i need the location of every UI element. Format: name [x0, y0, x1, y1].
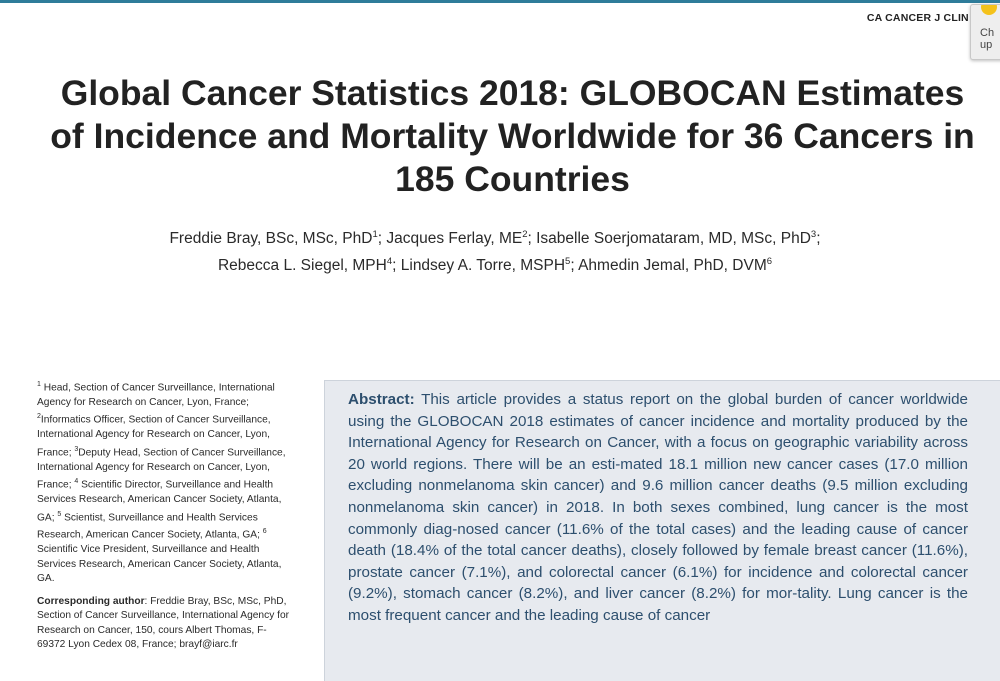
author-affiliation-number: 5: [565, 256, 571, 268]
author-name: Lindsey A. Torre, MSPH: [400, 257, 566, 275]
affiliation-number: 4: [74, 478, 79, 486]
author-name: Jacques Ferlay, ME: [386, 230, 523, 248]
author-affiliation-number: 4: [386, 256, 393, 268]
abstract: Abstract: This article provides a status…: [348, 389, 968, 627]
abstract-panel: [324, 380, 1000, 681]
author-name: Rebecca L. Siegel, MPH: [217, 257, 387, 275]
extension-popup-button[interactable]: Ch up: [970, 4, 1000, 60]
affiliation-text: Scientific Vice President, Surveillance …: [37, 544, 282, 585]
affiliation-text: Informatics Officer, Section of Cancer S…: [37, 414, 271, 459]
corresponding-author-label: Corresponding author: [37, 595, 145, 607]
affiliation-text: Scientist, Surveillance and Health Servi…: [37, 511, 263, 541]
author-list: Freddie Bray, BSc, MSc, PhD1; Jacques Fe…: [169, 229, 821, 275]
affiliation-number: 1: [37, 381, 41, 388]
author-affiliation-number: 2: [522, 229, 528, 240]
affiliation-number: 6: [262, 528, 267, 536]
affiliation-list: 1 Head, Section of Cancer Surveillance, …: [37, 378, 293, 587]
abstract-text: This article provides a status report on…: [348, 391, 968, 624]
top-rule: [0, 0, 1000, 3]
corresponding-author-text: : Freddie Bray, BSc, MSc, PhD, Section o…: [37, 595, 290, 651]
affiliation-number: 3: [74, 445, 79, 453]
journal-running-head: CA CANCER J CLIN 2: [866, 12, 978, 24]
author-name: Freddie Bray, BSc, MSc, PhD: [169, 230, 373, 248]
extension-icon: [981, 5, 997, 15]
corresponding-author: Corresponding author: Freddie Bray, BSc,…: [37, 595, 293, 653]
article-title: Global Cancer Statistics 2018: GLOBOCAN …: [50, 73, 975, 199]
affiliation-text: Scientific Director, Surveillance and He…: [37, 479, 282, 523]
affiliation-number: 2: [37, 413, 41, 421]
abstract-label: Abstract:: [348, 391, 415, 408]
affiliation-text: Head, Section of Cancer Surveillance, In…: [37, 382, 275, 408]
author-affiliation-number: 1: [372, 229, 378, 240]
author-name: Ahmedin Jemal, PhD, DVM: [578, 257, 767, 275]
author-affiliation-number: 6: [766, 256, 773, 268]
affiliation-number: 5: [57, 510, 62, 518]
author-affiliation-number: 3: [810, 229, 817, 240]
author-name: Isabelle Soerjomataram, MD, MSc, PhD: [536, 230, 811, 248]
affiliation-text: Deputy Head, Section of Cancer Surveilla…: [37, 447, 286, 491]
affiliations-block: 1 Head, Section of Cancer Surveillance, …: [37, 378, 293, 653]
extension-popup-label: Ch up: [980, 27, 995, 51]
